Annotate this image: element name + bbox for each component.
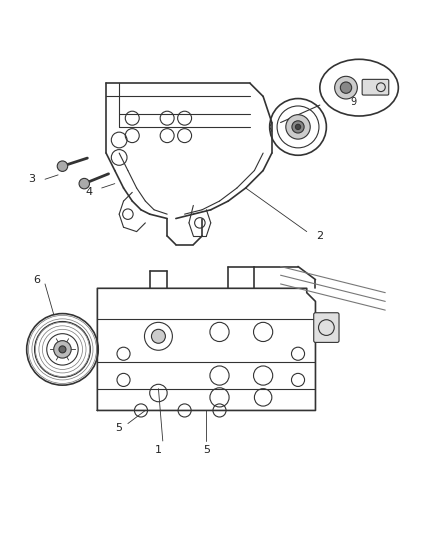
Text: 4: 4 (85, 187, 92, 197)
Text: 5: 5 (202, 445, 209, 455)
Text: 9: 9 (350, 98, 356, 108)
Circle shape (57, 161, 67, 172)
FancyBboxPatch shape (313, 313, 338, 342)
Text: 2: 2 (315, 231, 323, 241)
FancyBboxPatch shape (361, 79, 388, 95)
Circle shape (59, 346, 66, 353)
Circle shape (291, 121, 304, 133)
Circle shape (334, 76, 357, 99)
Text: 1: 1 (155, 445, 162, 455)
Circle shape (79, 179, 89, 189)
Ellipse shape (319, 59, 397, 116)
Text: 3: 3 (28, 174, 35, 184)
Circle shape (151, 329, 165, 343)
Circle shape (295, 124, 300, 130)
Circle shape (339, 82, 351, 93)
Text: 6: 6 (33, 274, 40, 285)
Polygon shape (97, 288, 315, 410)
Text: 5: 5 (115, 423, 122, 433)
Circle shape (53, 341, 71, 358)
Circle shape (285, 115, 310, 139)
